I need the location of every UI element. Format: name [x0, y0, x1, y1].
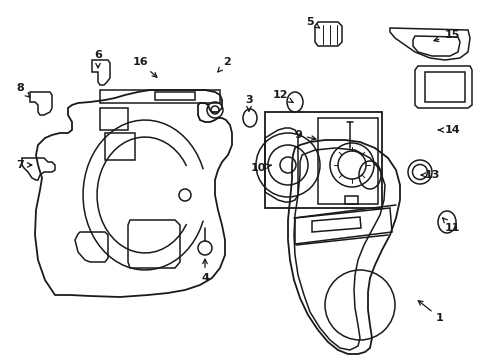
Text: 8: 8: [16, 83, 30, 97]
Text: 13: 13: [420, 170, 439, 180]
Text: 3: 3: [244, 95, 252, 111]
Text: 9: 9: [293, 130, 315, 140]
Text: 2: 2: [217, 57, 230, 72]
Text: 12: 12: [272, 90, 293, 103]
Text: 15: 15: [433, 30, 459, 41]
Text: 10: 10: [250, 163, 271, 173]
Text: 7: 7: [16, 160, 32, 170]
Text: 14: 14: [438, 125, 459, 135]
Text: 1: 1: [417, 301, 443, 323]
Text: 11: 11: [442, 218, 459, 233]
Text: 5: 5: [305, 17, 319, 28]
Text: 16: 16: [132, 57, 157, 77]
Text: 4: 4: [201, 259, 208, 283]
Text: 6: 6: [94, 50, 102, 68]
